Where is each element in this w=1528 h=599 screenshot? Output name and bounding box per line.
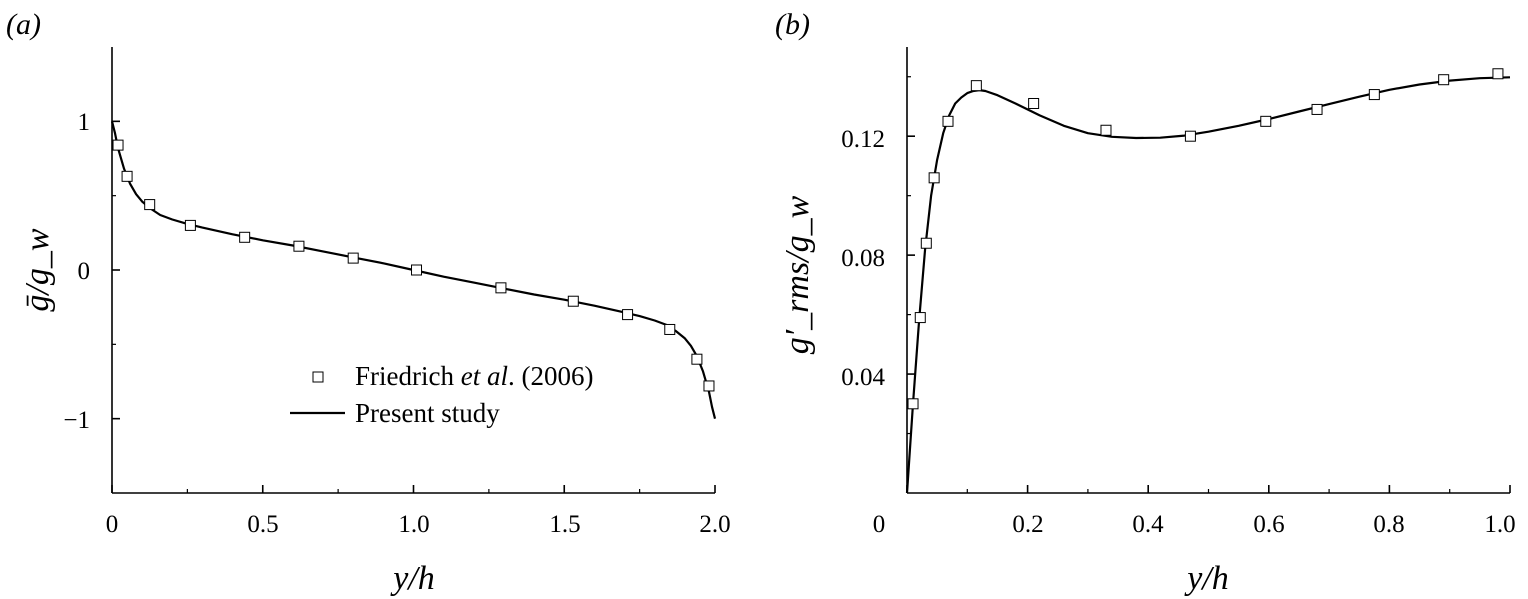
panel-a-plot-area <box>110 121 717 419</box>
friedrich-data-point <box>1260 115 1272 127</box>
legend-label-part: Friedrich <box>355 361 461 391</box>
friedrich-data-point <box>144 199 156 211</box>
x-tick-label: 2.0 <box>699 511 730 538</box>
friedrich-data-point <box>691 353 703 365</box>
panel-b-x-axis-label: y/h <box>1184 560 1229 597</box>
friedrich-data-point <box>121 170 133 182</box>
friedrich-data-point <box>1438 74 1450 86</box>
friedrich-data-point <box>184 219 196 231</box>
friedrich-data-point <box>411 264 423 276</box>
friedrich-data-point <box>928 172 940 184</box>
panel-a-y-tick-labels: 1 0 −1 <box>63 109 90 434</box>
panel-a-legend: Friedrich et al. (2006) Present study <box>290 361 593 428</box>
friedrich-data-point <box>1028 97 1040 109</box>
x-tick-label: 0.2 <box>1012 511 1043 538</box>
y-tick-label: 1 <box>78 109 91 136</box>
friedrich-data-point <box>907 398 919 410</box>
present-study-line <box>905 76 1511 494</box>
panel-b-label: (b) <box>775 8 810 41</box>
friedrich-data-point <box>703 380 715 392</box>
friedrich-data-point <box>112 139 124 151</box>
panel-b-ticks <box>906 76 1511 493</box>
legend-square-marker <box>312 371 324 383</box>
x-tick-label: 0 <box>873 511 886 538</box>
y-tick-label: 0.12 <box>841 126 885 153</box>
friedrich-data-point <box>622 309 634 321</box>
friedrich-data-point <box>970 80 982 92</box>
friedrich-data-point <box>347 252 359 264</box>
y-tick-label: 0 <box>78 258 91 285</box>
panel-a: (a) 0 0.5 1.0 1.5 2.0 1 0 −1 y/h ḡ/g_w F… <box>6 8 731 597</box>
y-tick-label: −1 <box>63 407 90 434</box>
x-tick-label: 0.6 <box>1253 511 1284 538</box>
friedrich-data-point <box>920 237 932 249</box>
friedrich-data-point <box>1311 103 1323 115</box>
x-tick-label: 1.0 <box>398 511 429 538</box>
x-tick-label: 1.0 <box>1484 511 1515 538</box>
legend-label-part: . (2006) <box>508 361 593 391</box>
friedrich-data-point <box>1368 89 1380 101</box>
panel-a-x-tick-labels: 0 0.5 1.0 1.5 2.0 <box>106 511 731 538</box>
friedrich-data-point <box>495 282 507 294</box>
y-tick-label: 0.08 <box>841 245 885 272</box>
friedrich-data-point <box>293 240 305 252</box>
panel-b-y-tick-labels: 0.04 0.08 0.12 <box>841 126 885 391</box>
friedrich-data-point <box>1492 68 1504 80</box>
legend-label-present-study: Present study <box>355 398 500 428</box>
friedrich-data-point <box>567 295 579 307</box>
friedrich-data-point <box>914 312 926 324</box>
friedrich-data-point <box>1100 124 1112 136</box>
panel-a-x-axis-label: y/h <box>390 560 435 597</box>
y-tick-label: 0.04 <box>841 364 885 391</box>
x-tick-label: 1.5 <box>549 511 580 538</box>
panel-b-plot-area <box>905 68 1511 494</box>
x-tick-label: 0.5 <box>247 511 278 538</box>
x-tick-label: 0.8 <box>1373 511 1404 538</box>
x-tick-label: 0 <box>106 511 119 538</box>
friedrich-data-point <box>942 115 954 127</box>
x-tick-label: 0.4 <box>1132 511 1164 538</box>
friedrich-data-point <box>664 323 676 335</box>
friedrich-data-point <box>239 231 251 243</box>
panel-b: (b) 0 0.2 0.4 0.6 0.8 1.0 0.04 0.08 0.12… <box>775 8 1516 597</box>
panel-b-x-tick-labels: 0 0.2 0.4 0.6 0.8 1.0 <box>873 511 1516 538</box>
panel-a-ticks <box>111 120 716 493</box>
legend-label-part-italic: et al <box>461 361 508 391</box>
friedrich-data-point <box>1184 130 1196 142</box>
panel-b-axes <box>906 47 1510 494</box>
legend-label-friedrich: Friedrich et al. (2006) <box>355 361 593 391</box>
panel-b-y-axis-label: g′_rms/g_w <box>779 195 816 354</box>
panel-a-label: (a) <box>6 8 41 41</box>
panel-a-y-axis-label: ḡ/g_w <box>19 228 56 311</box>
